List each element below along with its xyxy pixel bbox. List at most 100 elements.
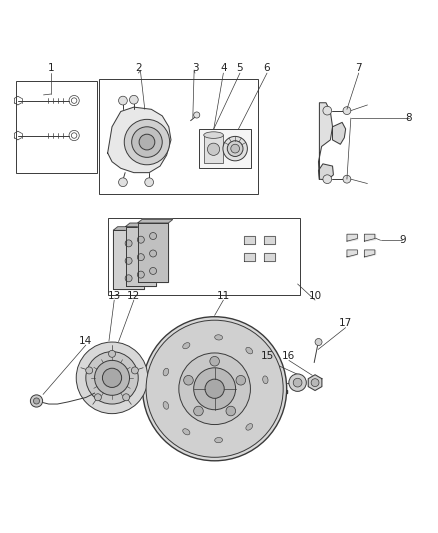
Circle shape [150, 232, 156, 239]
Polygon shape [364, 250, 375, 257]
Text: 7: 7 [355, 63, 362, 73]
Polygon shape [332, 123, 346, 144]
Circle shape [138, 271, 145, 278]
Polygon shape [126, 223, 160, 227]
Circle shape [33, 398, 39, 404]
Polygon shape [347, 234, 357, 241]
Circle shape [132, 127, 162, 157]
Polygon shape [138, 220, 173, 223]
Circle shape [194, 112, 200, 118]
Ellipse shape [183, 429, 190, 435]
Circle shape [227, 141, 243, 157]
Circle shape [86, 352, 138, 404]
Circle shape [179, 353, 251, 425]
Circle shape [138, 236, 145, 243]
Circle shape [109, 350, 116, 357]
Polygon shape [138, 223, 168, 282]
Text: 4: 4 [220, 63, 227, 73]
Circle shape [208, 143, 219, 156]
Ellipse shape [246, 424, 253, 430]
Text: 6: 6 [264, 63, 270, 73]
Ellipse shape [163, 368, 169, 376]
Circle shape [231, 144, 240, 153]
Text: 11: 11 [217, 291, 230, 301]
Circle shape [236, 375, 246, 385]
Circle shape [311, 379, 319, 386]
Circle shape [293, 378, 302, 387]
Bar [108, 219, 300, 295]
Circle shape [123, 394, 130, 401]
Text: 5: 5 [237, 63, 243, 73]
Circle shape [125, 275, 132, 282]
Polygon shape [113, 230, 144, 289]
Polygon shape [264, 253, 275, 261]
Circle shape [30, 395, 42, 407]
Circle shape [184, 375, 193, 385]
Ellipse shape [163, 402, 169, 409]
Polygon shape [126, 227, 156, 286]
Bar [204, 135, 223, 164]
Circle shape [194, 368, 236, 410]
Circle shape [76, 342, 148, 414]
Text: 17: 17 [339, 318, 352, 328]
Circle shape [86, 367, 93, 374]
Circle shape [223, 136, 247, 161]
Ellipse shape [215, 438, 223, 443]
Circle shape [119, 178, 127, 187]
Circle shape [143, 317, 287, 461]
Circle shape [124, 119, 170, 165]
Text: 1: 1 [48, 63, 54, 73]
Text: 13: 13 [108, 291, 121, 301]
Circle shape [95, 394, 102, 401]
Bar [16, 81, 97, 173]
Ellipse shape [183, 343, 190, 349]
Bar [99, 79, 258, 195]
Circle shape [139, 134, 155, 150]
Circle shape [323, 175, 332, 183]
Circle shape [226, 406, 236, 416]
Circle shape [125, 257, 132, 264]
Polygon shape [364, 234, 375, 241]
Polygon shape [113, 227, 148, 230]
Text: 15: 15 [261, 351, 274, 361]
Polygon shape [264, 236, 275, 244]
Ellipse shape [215, 335, 223, 340]
Text: 3: 3 [192, 63, 198, 73]
Polygon shape [108, 107, 171, 173]
Circle shape [289, 374, 306, 391]
Circle shape [131, 367, 138, 374]
Circle shape [145, 178, 153, 187]
Text: 14: 14 [79, 336, 92, 346]
Circle shape [95, 360, 130, 395]
Circle shape [315, 338, 322, 345]
Circle shape [205, 379, 224, 398]
Text: 16: 16 [282, 351, 296, 361]
Circle shape [102, 368, 122, 387]
Ellipse shape [263, 376, 268, 384]
Polygon shape [308, 375, 322, 391]
Polygon shape [244, 253, 255, 261]
Text: 9: 9 [399, 235, 406, 245]
Circle shape [138, 254, 145, 261]
Circle shape [194, 406, 203, 416]
Text: 12: 12 [127, 291, 141, 301]
Polygon shape [318, 103, 332, 179]
Circle shape [119, 96, 127, 105]
Text: 10: 10 [308, 291, 321, 301]
Circle shape [125, 240, 132, 247]
Circle shape [323, 106, 332, 115]
Circle shape [210, 357, 219, 366]
Polygon shape [347, 250, 357, 257]
Circle shape [343, 175, 351, 183]
Ellipse shape [204, 132, 223, 139]
Bar [199, 130, 251, 168]
Ellipse shape [246, 348, 253, 354]
Circle shape [150, 250, 156, 257]
Text: 2: 2 [135, 63, 141, 73]
Circle shape [343, 107, 351, 115]
Circle shape [130, 95, 138, 104]
Circle shape [150, 268, 156, 274]
Circle shape [146, 320, 283, 457]
Polygon shape [318, 164, 333, 180]
Text: 8: 8 [406, 113, 412, 123]
